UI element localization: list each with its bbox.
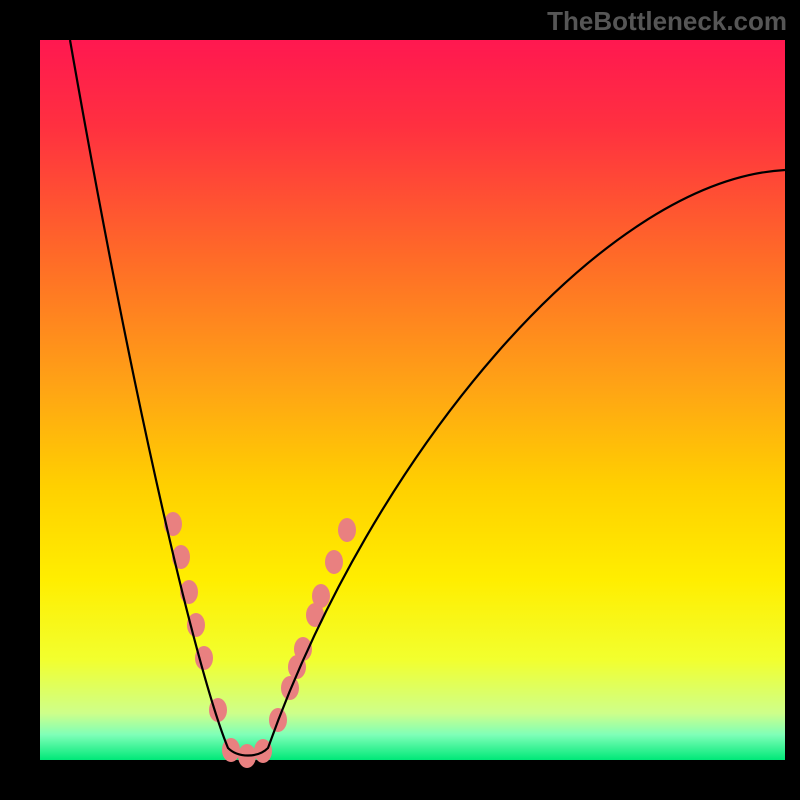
plot-area — [40, 40, 785, 760]
data-marker — [325, 550, 343, 574]
data-marker — [312, 584, 330, 608]
gradient-background — [40, 40, 785, 760]
watermark-text: TheBottleneck.com — [547, 6, 787, 37]
chart-svg — [40, 40, 785, 760]
data-marker — [338, 518, 356, 542]
outer-frame: TheBottleneck.com — [0, 0, 800, 800]
